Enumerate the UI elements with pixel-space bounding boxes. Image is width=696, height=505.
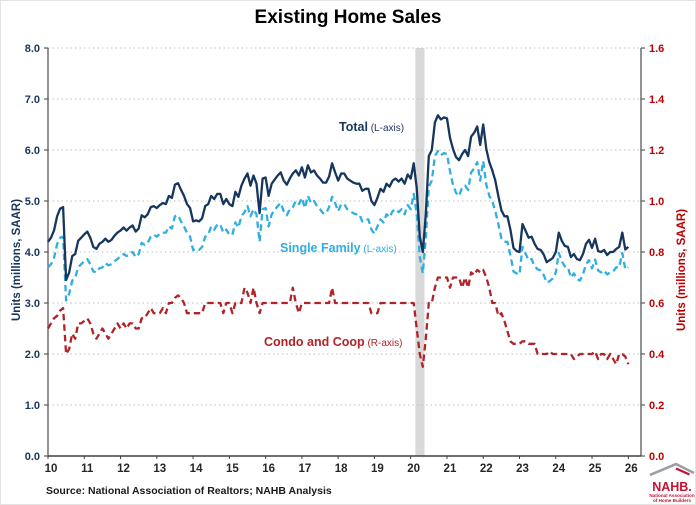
left-tick-label: 3.0 — [25, 298, 40, 310]
nahb-roof-icon — [649, 462, 695, 477]
source-note: Source: National Association of Realtors… — [46, 485, 332, 497]
x-tick-label: 22 — [480, 463, 493, 475]
x-tick-label: 25 — [589, 463, 602, 475]
left-tick-label: 4.0 — [25, 247, 40, 259]
left-tick-label: 5.0 — [25, 196, 40, 208]
left-tick-label: 7.0 — [25, 94, 40, 106]
series-label-condo-axisnote: (R-axis) — [364, 338, 403, 349]
right-tick-label: 0.6 — [649, 298, 664, 310]
x-tick-label: 19 — [371, 463, 384, 475]
x-tick-label: 10 — [45, 463, 58, 475]
x-tick-label: 15 — [226, 463, 239, 475]
left-tick-label: 2.0 — [25, 349, 40, 361]
x-tick-label: 16 — [262, 463, 275, 475]
series-line-single-family — [47, 149, 629, 302]
right-tick-label: 1.4 — [649, 94, 665, 106]
x-tick-label: 21 — [444, 463, 457, 475]
x-tick-label: 26 — [625, 463, 638, 475]
x-tick-label: 23 — [516, 463, 529, 475]
series-line-condo-and-coop — [47, 268, 630, 368]
x-tick-label: 13 — [153, 463, 166, 475]
series-label-condo: Condo and Coop (R-axis) — [264, 333, 402, 351]
right-tick-label: 1.2 — [649, 145, 664, 157]
x-tick-label: 12 — [117, 463, 130, 475]
x-tick-label: 24 — [552, 463, 565, 475]
right-tick-label: 0.8 — [649, 247, 664, 259]
right-tick-label: 0.2 — [649, 400, 664, 412]
right-axis-title: Units (millions, SAAR) — [676, 208, 688, 331]
series-label-single-family: Single Family (L-axis) — [280, 239, 397, 257]
x-tick-label: 11 — [81, 463, 94, 475]
left-axis-title: Units (millions, SAAR) — [11, 198, 23, 321]
x-tick-label: 20 — [407, 463, 420, 475]
left-tick-label: 1.0 — [25, 400, 40, 412]
x-tick-label: 17 — [298, 463, 311, 475]
right-tick-label: 1.6 — [649, 43, 664, 55]
series-label-total-text: Total — [339, 120, 368, 134]
series-label-total: Total (L-axis) — [339, 118, 404, 136]
right-tick-label: 0.4 — [649, 349, 665, 361]
series-label-condo-text: Condo and Coop — [264, 335, 365, 349]
nahb-logo-line1: National Association — [649, 493, 695, 498]
series-label-single-family-text: Single Family — [280, 241, 361, 255]
nahb-logo-line2: of Home Builders — [652, 498, 692, 503]
x-tick-label: 14 — [190, 463, 203, 475]
series-label-total-axisnote: (L-axis) — [367, 123, 405, 134]
nahb-logo: NAHB. National Association of Home Build… — [648, 462, 695, 503]
series-line-total — [47, 114, 630, 282]
right-tick-label: 1.0 — [649, 196, 664, 208]
nahb-logo-wordmark: NAHB. — [652, 480, 692, 494]
left-tick-label: 6.0 — [25, 145, 40, 157]
x-tick-label: 18 — [335, 463, 348, 475]
left-tick-label: 8.0 — [25, 43, 40, 55]
series-label-single-family-axisnote: (L-axis) — [360, 244, 397, 255]
chart-title: Existing Home Sales — [254, 7, 442, 28]
right-tick-label: 0.0 — [649, 451, 664, 463]
left-tick-label: 0.0 — [25, 451, 40, 463]
